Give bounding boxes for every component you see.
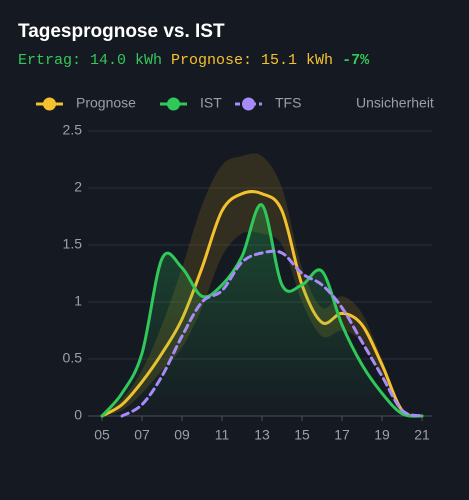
- chart-title: Tagesprognose vs. IST: [18, 21, 225, 42]
- series-line: [120, 249, 424, 418]
- subtitle: Ertrag: 14.0 kWh Prognose: 15.1 kWh -7%: [18, 52, 370, 69]
- y-tick-label: 1: [74, 293, 82, 309]
- legend-marker: [167, 97, 180, 111]
- annotation: Ertrag: 14.0 kWh: [18, 52, 162, 69]
- legend-label: TFS: [275, 95, 301, 111]
- x-tick-label: 19: [374, 427, 390, 443]
- x-tick-label: 17: [334, 427, 350, 443]
- x-tick-label: 21: [414, 427, 430, 443]
- y-tick-label: 0.5: [63, 350, 83, 366]
- series-line: [100, 203, 424, 418]
- y-tick-label: 2: [74, 179, 82, 195]
- legend-label: IST: [200, 95, 222, 111]
- legend-label: Prognose: [76, 95, 136, 111]
- x-tick-label: 09: [174, 427, 190, 443]
- y-tick-label: 2.5: [63, 122, 83, 138]
- series-area: [102, 204, 422, 417]
- y-tick-label: 0: [74, 407, 82, 423]
- x-tick-label: 11: [215, 427, 230, 443]
- legend-marker: [242, 97, 255, 111]
- legend-label: Unsicherheit: [356, 95, 434, 111]
- y-tick-label: 1.5: [63, 236, 83, 252]
- annotation: Prognose: 15.1 kWh: [171, 52, 333, 69]
- x-tick-label: 15: [294, 427, 310, 443]
- x-tick-label: 07: [134, 427, 150, 443]
- annotation: -7%: [342, 52, 370, 69]
- x-tick-label: 05: [94, 427, 110, 443]
- legend-marker: [43, 97, 56, 111]
- x-tick-label: 13: [254, 427, 270, 443]
